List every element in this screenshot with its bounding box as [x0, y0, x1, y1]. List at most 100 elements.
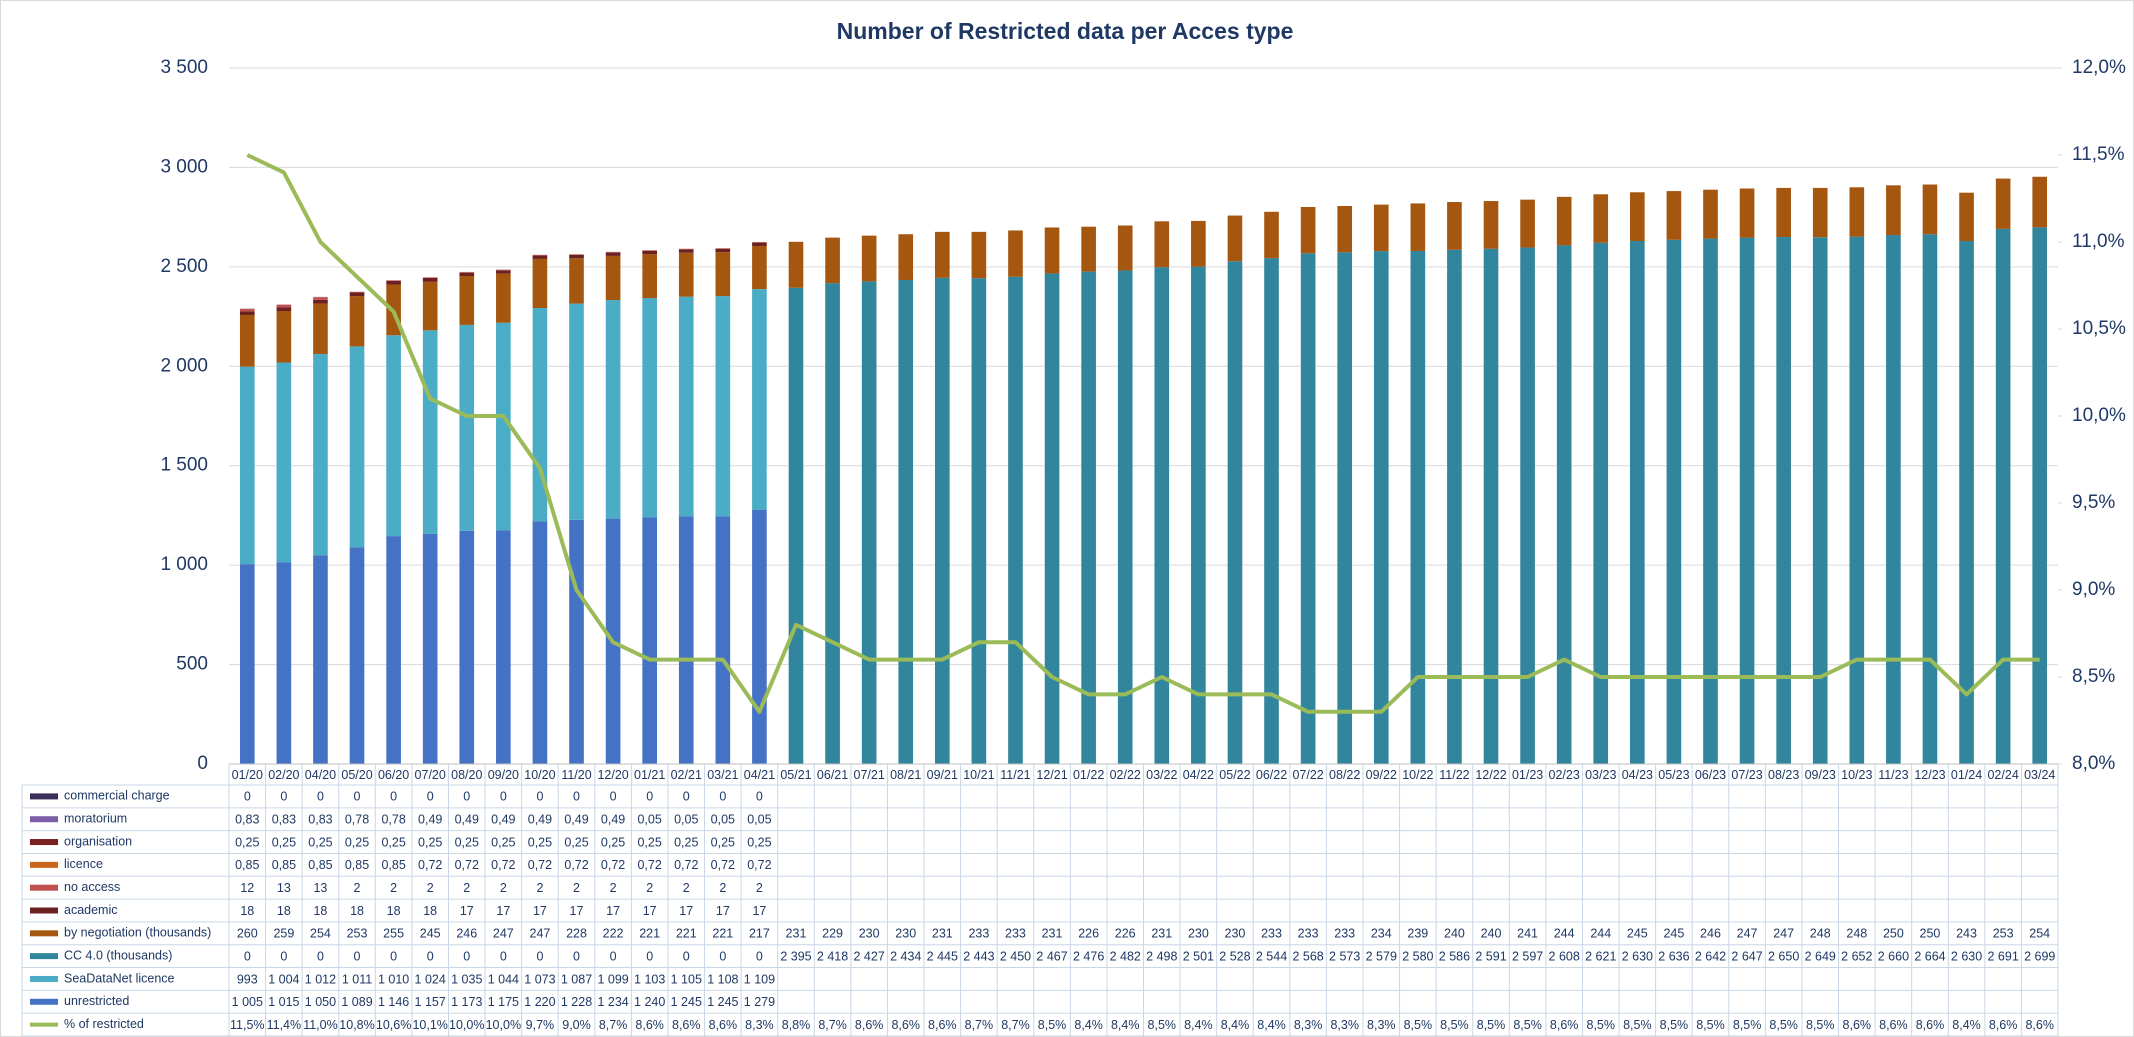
data-label: 0,25 — [601, 835, 625, 849]
data-label: 2 650 — [1768, 949, 1799, 963]
data-label: 8,3% — [1367, 1018, 1396, 1032]
data-label: 1 035 — [451, 972, 482, 986]
bar-segment — [1154, 267, 1170, 764]
data-label: 8,6% — [1989, 1018, 2018, 1032]
bar-segment — [239, 314, 255, 367]
data-label: 8,4% — [1111, 1018, 1140, 1032]
data-label: 11,4% — [267, 1018, 302, 1032]
data-label: 8,5% — [1660, 1018, 1689, 1032]
data-label: 253 — [1993, 927, 2014, 941]
data-label: 0 — [536, 949, 543, 963]
data-label: 8,4% — [1074, 1018, 1103, 1032]
bar-segment — [1776, 187, 1791, 238]
bar-segment — [386, 536, 401, 764]
data-label: 1 044 — [488, 972, 519, 986]
bar-segment — [1300, 253, 1316, 765]
data-label: 231 — [932, 927, 953, 941]
data-label: 0,05 — [674, 813, 698, 827]
data-label: 10,1% — [412, 1018, 447, 1032]
x-tick-label: 02/21 — [671, 768, 702, 782]
bar-segment — [1008, 230, 1023, 277]
data-label: 260 — [237, 927, 258, 941]
bar-segment — [1812, 187, 1828, 238]
bar-segment — [532, 255, 548, 259]
line — [246, 153, 2040, 714]
bar-segment — [496, 530, 511, 764]
legend-swatch — [30, 884, 58, 891]
bar-segment — [496, 322, 511, 531]
x-tick-label: 11/21 — [1000, 768, 1030, 782]
bar-segment — [459, 272, 475, 277]
x-tick-label: 12/23 — [1914, 768, 1945, 782]
bar-segment — [1849, 187, 1865, 237]
data-label: 0 — [500, 949, 507, 963]
bar-segment — [386, 280, 401, 285]
data-label: 8,7% — [965, 1018, 994, 1032]
y-tick-label: 3 000 — [160, 156, 208, 177]
y-tick-label: 500 — [176, 654, 208, 675]
data-label: 10,0% — [449, 1018, 484, 1032]
x-tick-label: 01/22 — [1073, 768, 1104, 782]
data-label: 2 450 — [1000, 949, 1031, 963]
bar-segment — [1959, 192, 1974, 242]
data-label: 254 — [2029, 927, 2050, 941]
x-tick-label: 04/23 — [1622, 768, 1653, 782]
x-tick-label: 02/23 — [1549, 768, 1580, 782]
data-label: 0,72 — [491, 858, 515, 872]
bar-segment — [825, 237, 840, 284]
bar-segment — [971, 231, 987, 279]
data-label: 8,5% — [1769, 1018, 1798, 1032]
data-label: 17 — [496, 904, 510, 918]
bar-segment — [1630, 241, 1645, 764]
data-label: 0,72 — [455, 858, 479, 872]
data-label: 8,4% — [1221, 1018, 1250, 1032]
bar-segment — [1886, 235, 1901, 765]
data-label: 0,78 — [345, 813, 369, 827]
data-label: 0 — [573, 949, 580, 963]
bar-segment — [678, 296, 694, 517]
data-label: 0 — [646, 949, 653, 963]
x-tick-label: 12/22 — [1475, 768, 1506, 782]
data-label: 2 528 — [1219, 949, 1250, 963]
data-label: 254 — [310, 927, 331, 941]
data-label: 2 580 — [1402, 949, 1433, 963]
bar-segment — [2032, 227, 2048, 765]
bar-segment — [605, 255, 621, 301]
data-label: 8,4% — [1257, 1018, 1286, 1032]
data-label: 0 — [390, 790, 397, 804]
data-label: 2 427 — [854, 949, 885, 963]
data-label: 0 — [463, 949, 470, 963]
data-label: 0 — [683, 790, 690, 804]
data-label: 17 — [570, 904, 584, 918]
bar-segment — [898, 234, 914, 280]
x-tick-label: 06/20 — [378, 768, 409, 782]
x-tick-label: 03/23 — [1585, 768, 1616, 782]
data-label: 8,6% — [1550, 1018, 1579, 1032]
data-label: 246 — [1700, 927, 1721, 941]
x-tick-label: 07/20 — [415, 768, 446, 782]
data-label: 2 — [463, 881, 470, 895]
data-label: 0 — [610, 949, 617, 963]
y2-tick-label: 9,0% — [2072, 579, 2115, 600]
data-label: 1 099 — [597, 972, 628, 986]
data-label: 1 073 — [524, 972, 555, 986]
data-label: 2 621 — [1585, 949, 1616, 963]
data-label: 230 — [895, 927, 916, 941]
data-label: 0,85 — [381, 858, 405, 872]
bar-segment — [349, 547, 365, 764]
bar-segment — [1630, 192, 1645, 242]
x-tick-label: 07/22 — [1292, 768, 1323, 782]
y2-tick-label: 10,5% — [2072, 318, 2126, 339]
data-label: 233 — [968, 927, 989, 941]
data-label: 9,0% — [562, 1018, 591, 1032]
data-label: 8,6% — [635, 1018, 664, 1032]
x-tick-label: 11/23 — [1878, 768, 1908, 782]
data-label: 0 — [280, 949, 287, 963]
bar-segment — [642, 250, 657, 255]
bar-segment — [239, 311, 255, 315]
legend-label: % of restricted — [64, 1017, 144, 1031]
y2-tick-label: 12,0% — [2072, 57, 2126, 78]
x-tick-label: 03/24 — [2024, 768, 2055, 782]
bar-segment — [1886, 185, 1901, 236]
data-label: 0 — [354, 790, 361, 804]
